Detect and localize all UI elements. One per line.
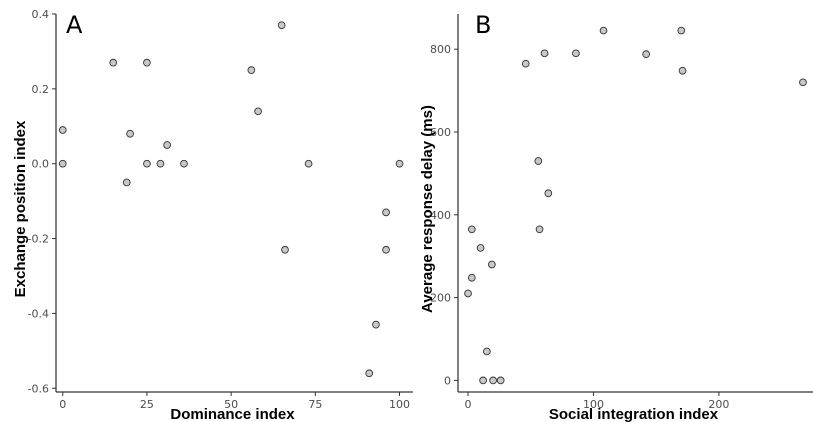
- data-point: [143, 159, 151, 168]
- data-point: [254, 107, 262, 116]
- data-point: [540, 49, 549, 58]
- x-axis-title: Social integration index: [549, 406, 719, 422]
- data-point: [395, 159, 404, 168]
- data-point: [58, 159, 67, 168]
- data-point: [277, 21, 286, 30]
- data-point: [799, 78, 807, 87]
- y-tick-label: -0.4: [28, 307, 49, 320]
- data-point: [143, 58, 151, 67]
- data-point: [599, 26, 608, 35]
- x-tick-label: 100: [583, 398, 604, 411]
- y-axis-title: Average response delay (ms): [419, 105, 436, 313]
- data-point: [126, 129, 134, 138]
- y-tick-label: 0: [444, 374, 451, 387]
- x-tick-label: 0: [465, 398, 472, 411]
- data-point: [109, 58, 118, 67]
- data-point: [677, 26, 686, 35]
- data-point: [180, 159, 188, 168]
- data-point: [163, 141, 171, 149]
- data-point: [382, 245, 390, 254]
- data-point: [365, 369, 374, 378]
- y-tick-label: 400: [430, 209, 451, 222]
- data-point: [535, 225, 544, 234]
- y-tick-label: -0.6: [28, 382, 49, 395]
- panel-letter: B: [475, 11, 491, 39]
- data-point: [496, 376, 505, 385]
- data-point: [122, 178, 131, 187]
- y-tick-label: 0.0: [32, 158, 50, 171]
- data-point: [58, 126, 67, 134]
- data-point: [247, 66, 256, 74]
- x-tick-label: 200: [708, 398, 729, 411]
- y-tick-label: 800: [430, 43, 451, 56]
- data-point: [489, 376, 497, 385]
- y-axis-title: Exchange position index: [12, 120, 29, 297]
- x-tick-label: 75: [308, 398, 322, 411]
- data-point: [467, 225, 476, 234]
- data-point: [304, 159, 313, 168]
- data-point: [572, 49, 580, 58]
- data-point: [156, 159, 165, 168]
- data-point: [372, 320, 380, 329]
- y-tick-label: 0.4: [32, 8, 50, 21]
- data-point: [382, 208, 390, 217]
- x-axis-title: Dominance index: [170, 406, 295, 422]
- data-point: [678, 66, 687, 75]
- y-tick-label: 0.2: [32, 83, 50, 96]
- panel-letter: A: [66, 11, 83, 39]
- x-tick-label: 0: [59, 398, 66, 411]
- data-point: [476, 244, 485, 252]
- data-point: [642, 50, 651, 59]
- panel-a: -0.6 -0.4 -0.2 0.0 0.2 0.4 0 25 50 75 100 A Dominanc…: [12, 8, 413, 422]
- x-tick-label: 25: [140, 398, 154, 411]
- data-point: [488, 260, 496, 269]
- y-tick-label: 200: [430, 292, 451, 305]
- data-point: [483, 347, 491, 356]
- data-point: [479, 376, 487, 385]
- panel-b: 0 200 400 600 800 0 100 200 B Social integration …: [419, 11, 813, 422]
- data-point: [464, 289, 472, 298]
- data-point: [534, 157, 543, 165]
- y-tick-label: 600: [430, 126, 451, 139]
- x-tick-label: 100: [389, 398, 410, 411]
- data-point: [544, 189, 553, 198]
- x-tick-label: 50: [224, 398, 238, 411]
- y-tick-label: -0.2: [28, 233, 49, 246]
- data-point: [281, 245, 289, 254]
- data-point: [521, 59, 530, 68]
- data-point: [467, 273, 476, 282]
